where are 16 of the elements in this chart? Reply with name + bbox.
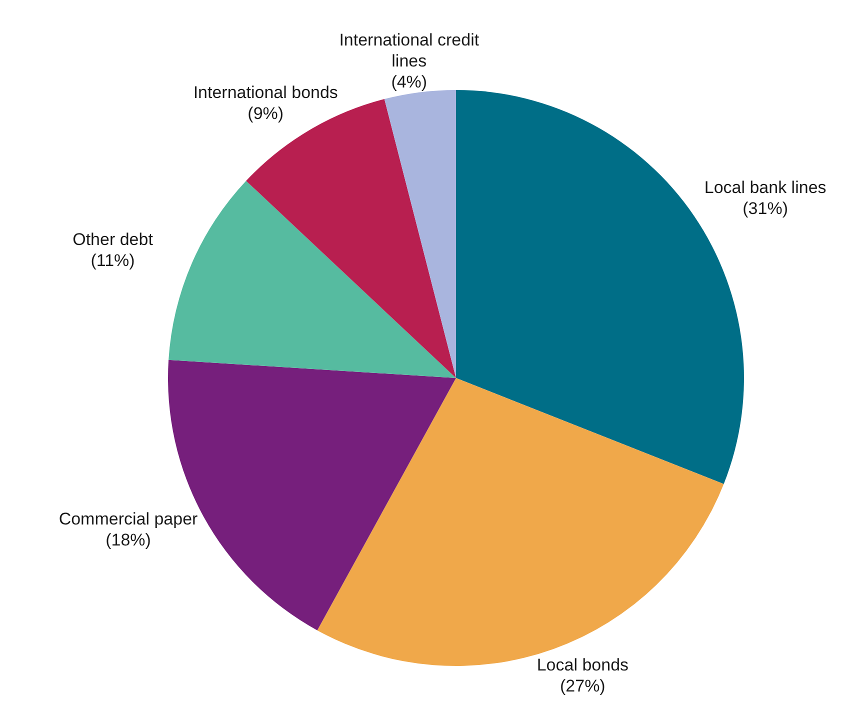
pie-slice <box>384 90 456 378</box>
pie-slice <box>456 90 744 484</box>
data-label: (9%) <box>248 104 284 124</box>
data-label: (18%) <box>106 531 151 550</box>
slice-label: Local bank lines <box>704 178 826 198</box>
pie-slice <box>168 180 456 378</box>
data-label: (27%) <box>560 677 606 696</box>
data-label: (4%) <box>391 72 428 92</box>
slice-label: International bonds <box>193 83 338 102</box>
slice-label: Commercial paper <box>58 510 198 530</box>
slice-label: International credit lines <box>339 30 480 71</box>
slice-label: Local bonds <box>536 656 629 676</box>
data-label: (31%) <box>742 199 788 218</box>
slice-label: Other debt <box>72 230 154 250</box>
pie-slice <box>246 99 456 378</box>
data-label: (11%) <box>90 252 135 271</box>
